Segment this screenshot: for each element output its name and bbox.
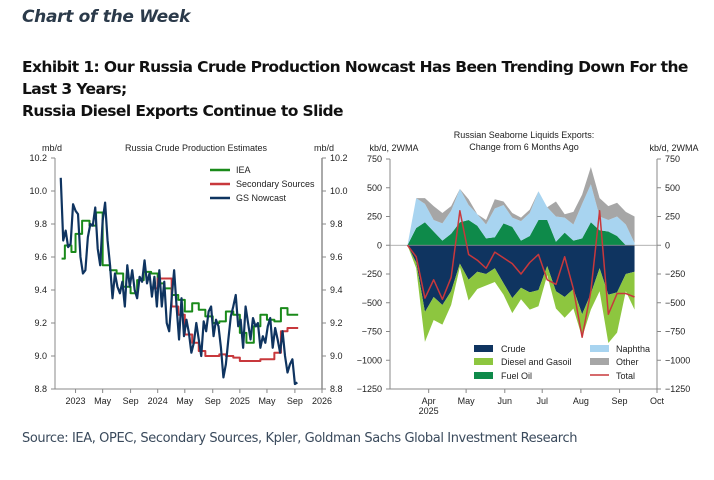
y-tick-label-left: 10.2	[29, 153, 47, 163]
x-tick-label: Jul	[536, 396, 548, 406]
legend-label-secondary-sources: Secondary Sources	[236, 179, 315, 189]
x-tick-label: Aug	[573, 396, 589, 406]
seaborne-exports-chart: Russian Seaborne Liquids Exports: Change…	[357, 130, 699, 416]
area-diesel-and-gasoil-negative	[407, 245, 635, 343]
y-tick-label-right: −1250	[665, 384, 690, 394]
legend-label-naphtha: Naphtha	[616, 344, 650, 354]
x-tick-label: Sep	[123, 396, 139, 406]
y-tick-label-right: 750	[665, 154, 680, 164]
y-tick-label-left: −1000	[357, 355, 382, 365]
x-tick-label: May	[258, 396, 276, 406]
right-chart-right-axis-unit: kb/d, 2WMA	[649, 143, 698, 153]
area-other-positive	[407, 167, 635, 246]
crude-production-chart: Russia Crude Production Estimates mb/d m…	[29, 143, 347, 406]
legend-label-iea: IEA	[236, 165, 251, 175]
x-tick-label: Sep	[287, 396, 303, 406]
right-chart-title-line-1: Russian Seaborne Liquids Exports:	[454, 130, 595, 140]
right-chart-left-axis-unit: kb/d, 2WMA	[369, 143, 418, 153]
y-tick-label-right: 9.0	[330, 351, 343, 361]
exhibit-title-line-1: Exhibit 1: Our Russia Crude Production N…	[22, 58, 688, 98]
legend-label-total: Total	[616, 371, 635, 381]
y-tick-label-left: 9.2	[34, 318, 47, 328]
source-note: Source: IEA, OPEC, Secondary Sources, Kp…	[22, 431, 578, 446]
x-tick-label: May	[176, 396, 194, 406]
exhibit-title-line-2: Russia Diesel Exports Continue to Slide	[22, 102, 344, 120]
left-chart-title: Russia Crude Production Estimates	[125, 143, 268, 153]
y-tick-label-right: −250	[665, 269, 685, 279]
y-tick-label-right: 9.4	[330, 285, 343, 295]
y-tick-label-left: 10.0	[29, 186, 47, 196]
x-tick-year-label: 2025	[419, 406, 439, 416]
right-chart-title-line-2: Change from 6 Months Ago	[469, 142, 579, 152]
x-tick-label: 2025	[230, 396, 250, 406]
y-tick-label-right: 250	[665, 212, 680, 222]
y-tick-label-right: 9.6	[330, 252, 343, 262]
area-naphtha-positive	[407, 184, 635, 246]
y-tick-label-right: 0	[665, 240, 670, 250]
x-tick-label: May	[94, 396, 112, 406]
y-tick-label-left: 9.6	[34, 252, 47, 262]
series-line-gs-nowcast	[59, 177, 298, 386]
y-tick-label-left: 500	[367, 183, 382, 193]
x-tick-label: 2026	[312, 396, 332, 406]
legend-label-gs-nowcast: GS Nowcast	[236, 193, 287, 203]
series-line-total	[406, 210, 635, 338]
x-tick-label: Sep	[612, 396, 628, 406]
left-axis-unit: mb/d	[42, 143, 62, 153]
x-tick-label: Apr	[422, 396, 436, 406]
x-tick-label: May	[458, 396, 476, 406]
y-tick-label-left: 9.4	[34, 285, 47, 295]
y-tick-label-right: 10.0	[330, 186, 348, 196]
legend-swatch-other	[590, 358, 609, 365]
exhibit-title: Exhibit 1: Our Russia Crude Production N…	[22, 56, 712, 122]
y-tick-label-left: 9.8	[34, 219, 47, 229]
legend-label-crude: Crude	[501, 344, 526, 354]
y-tick-label-right: 9.2	[330, 318, 343, 328]
legend-label-other: Other	[616, 357, 639, 367]
y-tick-label-left: 750	[367, 154, 382, 164]
y-tick-label-left: 8.8	[34, 384, 47, 394]
legend-label-diesel: Diesel and Gasoil	[501, 357, 572, 367]
legend-swatch-crude	[474, 345, 493, 352]
y-tick-label-left: 9.0	[34, 351, 47, 361]
legend-swatch-fuel-oil	[474, 372, 493, 379]
x-tick-label: Jun	[498, 396, 513, 406]
y-tick-label-right: 8.8	[330, 384, 343, 394]
y-tick-label-right: 9.8	[330, 219, 343, 229]
area-fuel-oil-positive	[407, 219, 635, 246]
x-tick-label: Sep	[205, 396, 221, 406]
area-crude-negative	[407, 245, 635, 315]
y-tick-label-left: 250	[367, 212, 382, 222]
right-axis-unit: mb/d	[314, 143, 334, 153]
y-tick-label-right: −500	[665, 298, 685, 308]
x-tick-label: 2023	[66, 396, 86, 406]
chart-of-the-week-kicker: Chart of the Week	[22, 7, 191, 27]
x-tick-label: Oct	[650, 396, 665, 406]
y-tick-label-right: −1000	[665, 355, 690, 365]
legend-swatch-naphtha	[590, 345, 609, 352]
y-tick-label-right: 500	[665, 183, 680, 193]
y-tick-label-left: −250	[362, 269, 382, 279]
left-legend: IEA Secondary Sources GS Nowcast	[210, 165, 315, 203]
y-tick-label-left: 0	[377, 240, 382, 250]
right-legend: Crude Diesel and Gasoil Fuel Oil Naphtha…	[474, 344, 650, 381]
y-tick-label-right: 10.2	[330, 153, 348, 163]
y-tick-label-right: −750	[665, 327, 685, 337]
y-tick-label-left: −1250	[357, 384, 382, 394]
y-tick-label-left: −500	[362, 298, 382, 308]
y-tick-label-left: −750	[362, 327, 382, 337]
legend-label-fuel-oil: Fuel Oil	[501, 371, 532, 381]
legend-swatch-diesel	[474, 358, 493, 365]
x-tick-label: 2024	[148, 396, 168, 406]
